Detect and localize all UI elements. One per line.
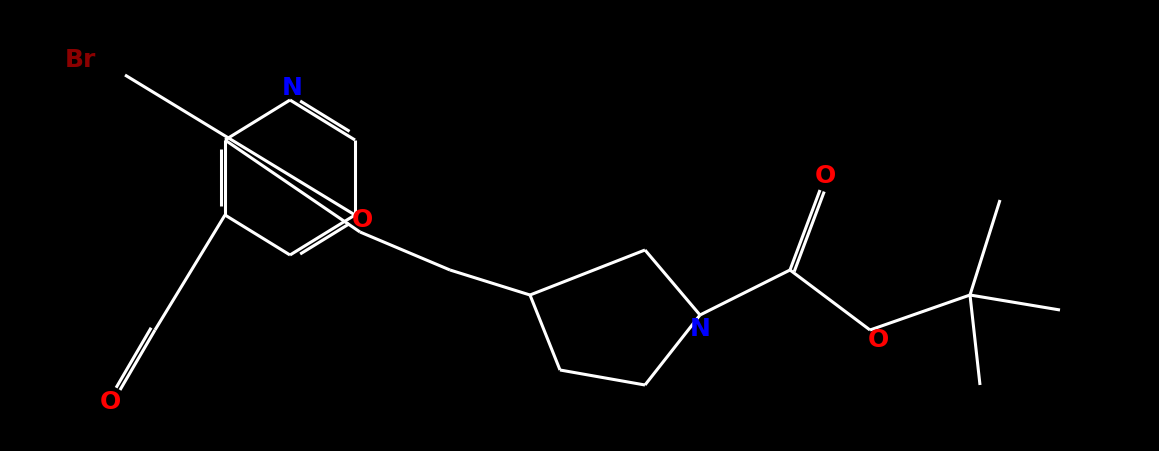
Text: O: O <box>100 390 121 414</box>
Text: O: O <box>815 164 836 188</box>
Text: O: O <box>867 328 889 352</box>
Text: N: N <box>690 317 710 341</box>
Text: N: N <box>282 76 302 100</box>
Text: O: O <box>351 208 373 232</box>
Text: Br: Br <box>64 48 96 72</box>
